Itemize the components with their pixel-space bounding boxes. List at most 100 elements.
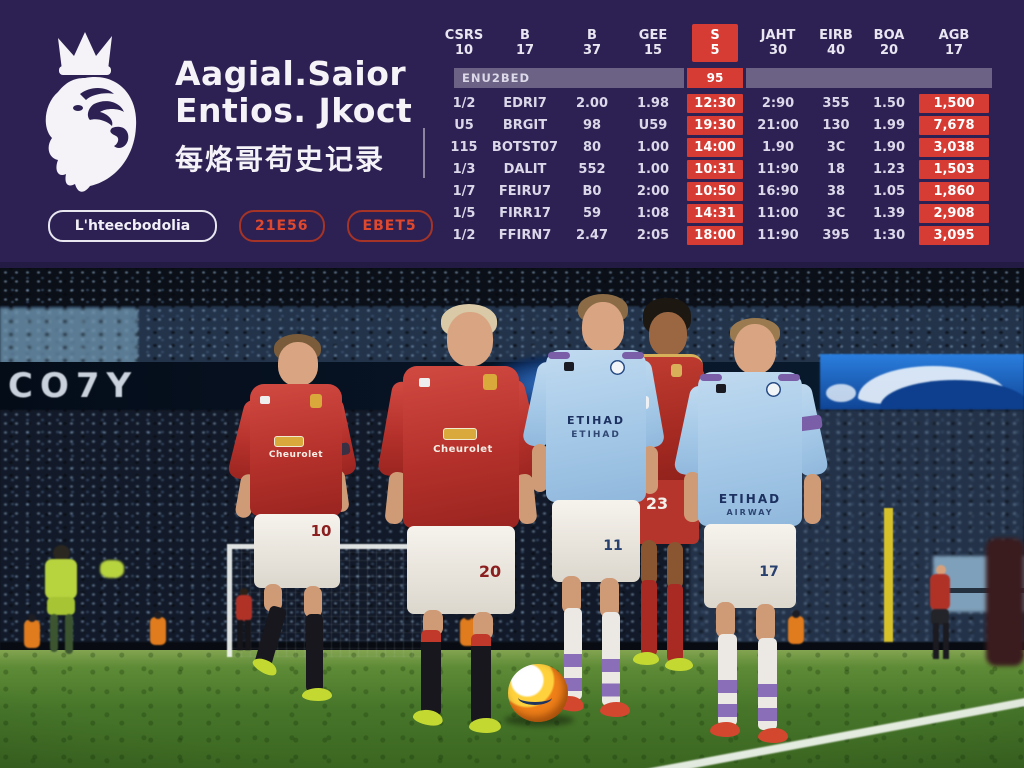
brand-mark-icon — [419, 378, 430, 387]
stats-cell: 1/5 — [452, 205, 476, 221]
stats-cell: 3,095 — [919, 225, 989, 245]
brand-title-line1: Aagial.Saior — [175, 54, 407, 93]
player-sock — [667, 584, 683, 662]
ball-swoosh-icon — [518, 690, 552, 705]
kit-bag — [100, 560, 124, 578]
crowd-mid — [0, 306, 1024, 366]
stats-cell: 1.98 — [636, 95, 670, 111]
primary-pill-button[interactable]: L'hteecbodolia — [48, 210, 217, 242]
stats-row: U5 BRGIT 98 U59 19:30 21:00 130 1.99 7,678 — [440, 114, 992, 136]
led-board-text: CO7Y — [8, 366, 139, 406]
stats-subheader-value: 95 — [687, 68, 743, 88]
stats-cell: 1/3 — [452, 161, 476, 177]
stats-cell: FFIRN7 — [498, 227, 552, 243]
stats-cell: 1/2 — [452, 227, 476, 243]
stats-cell: 1.39 — [872, 205, 906, 221]
player-sock — [641, 580, 657, 656]
stats-cell: 2,908 — [919, 203, 989, 223]
stats-cell: 3,038 — [919, 137, 989, 157]
swoosh-dot — [826, 384, 856, 402]
player-thigh — [716, 602, 735, 638]
stats-cell: FIRR17 — [499, 205, 551, 221]
stats-row: 1/7 FEIRU7 B0 2:00 10:50 16:90 38 1.05 1,860 — [440, 180, 992, 202]
stats-row: 1/2 FFIRN7 2.47 2:05 18:00 11:90 395 1:30 3,095 — [440, 224, 992, 246]
stats-cell: 115 — [450, 139, 478, 155]
steward-head — [154, 611, 162, 619]
stats-cell: 11:00 — [757, 205, 799, 221]
stats-cell: 10:31 — [687, 159, 743, 179]
stats-cell: 80 — [582, 139, 602, 155]
sponsor-emblem-icon — [443, 428, 477, 440]
player-boot — [633, 652, 659, 665]
red-pill-button-1[interactable]: 21E56 — [239, 210, 325, 242]
stats-cell: 1,500 — [919, 93, 989, 113]
stats-cell: 14:00 — [687, 137, 743, 157]
stats-cell: 14:31 — [687, 203, 743, 223]
stats-row: 1/3 DALIT 552 1.00 10:31 11:90 18 1.23 1,503 — [440, 158, 992, 180]
stats-cell: 1.00 — [636, 161, 670, 177]
stats-cell: 1,503 — [919, 159, 989, 179]
player-boot — [600, 702, 630, 717]
stats-cell: 1,860 — [919, 181, 989, 201]
player-shirt — [698, 372, 802, 526]
shoulder-trim — [700, 374, 722, 381]
player-forearm — [804, 474, 821, 524]
player-thigh — [304, 586, 322, 618]
club-crest-icon — [766, 382, 781, 397]
sponsor-text-line2: AIRWAY — [726, 508, 774, 517]
stats-col-header: JAHT 30 — [760, 28, 796, 58]
goalkeeper-shirt — [45, 559, 77, 599]
sponsor-text: Cheurolet — [268, 450, 324, 460]
player-forearm — [642, 446, 658, 494]
distant-player-leg — [943, 623, 949, 659]
club-crest-icon — [610, 360, 625, 375]
steward — [24, 614, 40, 648]
stats-cell: 1.99 — [872, 117, 906, 133]
header-divider — [423, 128, 425, 178]
player-sock — [471, 634, 491, 724]
sponsor-emblem-icon — [274, 436, 304, 447]
shoulder-trim — [778, 374, 800, 381]
distant-player-head — [240, 588, 248, 596]
red-pill-button-2[interactable]: EBET5 — [346, 210, 433, 242]
shorts-number: 23 — [645, 494, 669, 513]
stats-cell: 1.00 — [636, 139, 670, 155]
shorts-number: 10 — [310, 522, 332, 540]
stats-cell: BOTST07 — [491, 139, 559, 155]
stats-cell: DALIT — [503, 161, 547, 177]
stats-subheader-label: ENU2BED — [454, 68, 684, 88]
stats-cell: 552 — [578, 161, 606, 177]
brand-mark-icon — [716, 384, 726, 393]
player-thigh — [756, 604, 775, 642]
player-boot — [469, 718, 501, 733]
player-shirt — [546, 350, 646, 502]
player-sock — [421, 630, 441, 716]
player-thigh — [423, 610, 443, 636]
player-sock — [564, 608, 582, 700]
stats-subheader-row: ENU2BED 95 — [440, 68, 992, 88]
crowd-upper — [0, 268, 1024, 308]
steward — [150, 611, 166, 645]
stats-cell: 1.50 — [872, 95, 906, 111]
stats-cell: 2.00 — [575, 95, 609, 111]
player-boot — [758, 728, 788, 743]
pitch-barrier — [0, 642, 1024, 652]
stats-cell: 19:30 — [687, 115, 743, 135]
player-shorts — [254, 514, 340, 588]
stats-cell: 395 — [822, 227, 850, 243]
distant-united-player — [925, 565, 957, 663]
stats-cell: EDRI7 — [503, 95, 547, 111]
distant-player-shirt — [236, 595, 252, 621]
stats-col-header: GEE 15 — [638, 28, 668, 58]
stats-col-header: B 17 — [515, 28, 535, 58]
stats-cell: 1.05 — [872, 183, 906, 199]
player-shorts — [407, 526, 515, 614]
stats-cell: 21:00 — [757, 117, 799, 133]
distant-united-player — [231, 588, 257, 654]
stats-cell: 355 — [822, 95, 850, 111]
stats-row: 1/2 EDRI7 2.00 1.98 12:30 2:90 355 1.50 1,500 — [440, 92, 992, 114]
stats-subheader-bar — [746, 68, 992, 88]
player-thigh — [600, 578, 619, 618]
player-shirt — [403, 366, 519, 528]
stats-cell: 1:08 — [636, 205, 670, 221]
